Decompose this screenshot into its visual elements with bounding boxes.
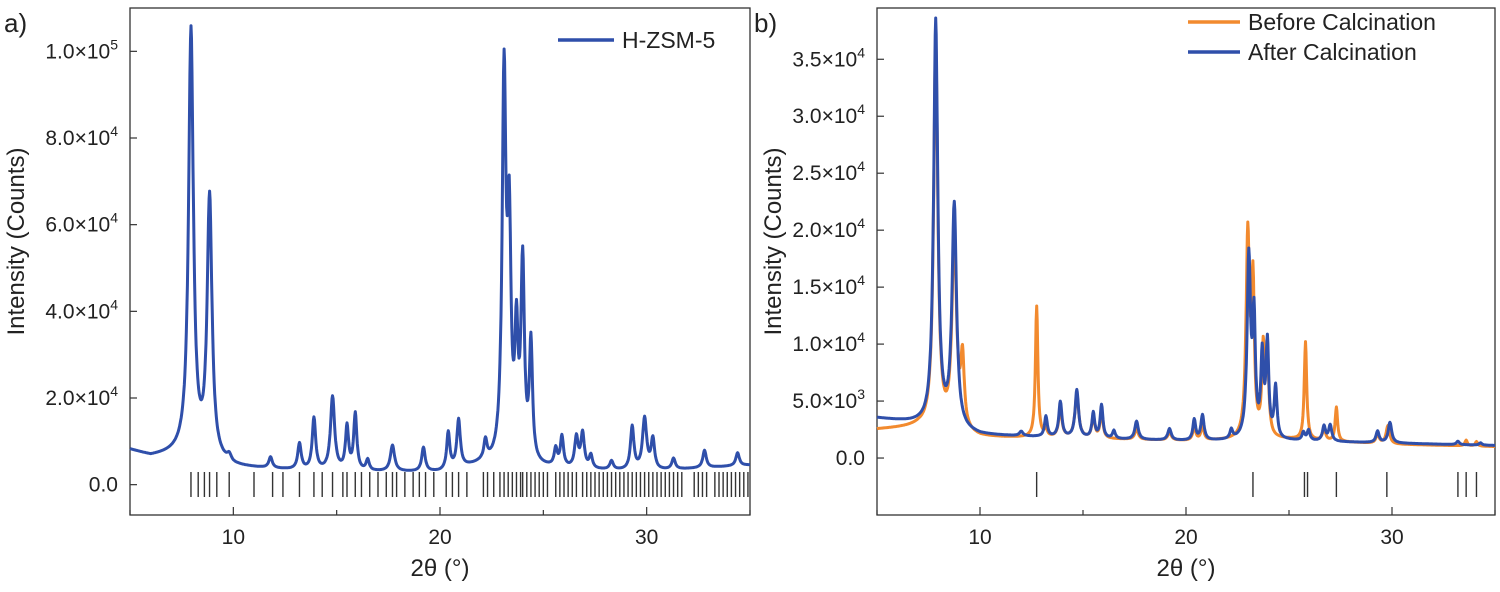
panel-label: b) bbox=[754, 8, 777, 38]
y-tick-label: 4.0×104 bbox=[45, 296, 118, 323]
y-tick-label: 6.0×104 bbox=[45, 210, 118, 237]
x-axis-label: 2θ (°) bbox=[411, 555, 470, 582]
y-tick-label: 2.0×104 bbox=[45, 383, 118, 410]
y-tick-label: 1.0×104 bbox=[792, 329, 865, 356]
panel-label: a) bbox=[4, 8, 27, 38]
panel-a: 0.0 2.0×104 4.0×104 6.0×104 8.0×104 1.0×105 10… bbox=[3, 7, 751, 582]
legend-label: Before Calcination bbox=[1248, 9, 1436, 35]
y-tick-label: 0.0 bbox=[836, 447, 865, 470]
x-tick-label: 10 bbox=[968, 526, 991, 549]
legend-label: After Calcination bbox=[1248, 39, 1417, 65]
panel-b: 0.0 5.0×103 1.0×104 1.5×104 2.0×104 2.5×104 3.… bbox=[754, 7, 1496, 582]
y-tick-label: 1.0×105 bbox=[45, 36, 118, 63]
legend-label: H-ZSM-5 bbox=[622, 27, 715, 53]
y-tick-label: 8.0×104 bbox=[45, 123, 118, 150]
y-tick-label: 2.0×104 bbox=[792, 215, 865, 242]
y-axis-label: Intensity (Counts) bbox=[3, 147, 30, 335]
y-tick-label: 5.0×103 bbox=[792, 386, 865, 413]
x-tick-label: 30 bbox=[635, 526, 658, 549]
plot-frame bbox=[129, 7, 751, 516]
series-line-1 bbox=[876, 36, 1496, 448]
y-tick-label: 1.5×104 bbox=[792, 272, 865, 299]
series-line-1 bbox=[129, 24, 751, 472]
y-axis-label: Intensity (Counts) bbox=[760, 147, 787, 335]
x-tick-label: 30 bbox=[1380, 526, 1403, 549]
series-line-2 bbox=[876, 16, 1496, 447]
y-tick-label: 3.0×104 bbox=[792, 101, 865, 128]
x-tick-label: 20 bbox=[1174, 526, 1197, 549]
x-tick-label: 20 bbox=[428, 526, 451, 549]
y-tick-label: 3.5×104 bbox=[792, 44, 865, 71]
x-tick-label: 10 bbox=[222, 526, 245, 549]
y-tick-label: 2.5×104 bbox=[792, 158, 865, 185]
x-axis-label: 2θ (°) bbox=[1157, 555, 1216, 582]
y-tick-label: 0.0 bbox=[89, 474, 118, 497]
